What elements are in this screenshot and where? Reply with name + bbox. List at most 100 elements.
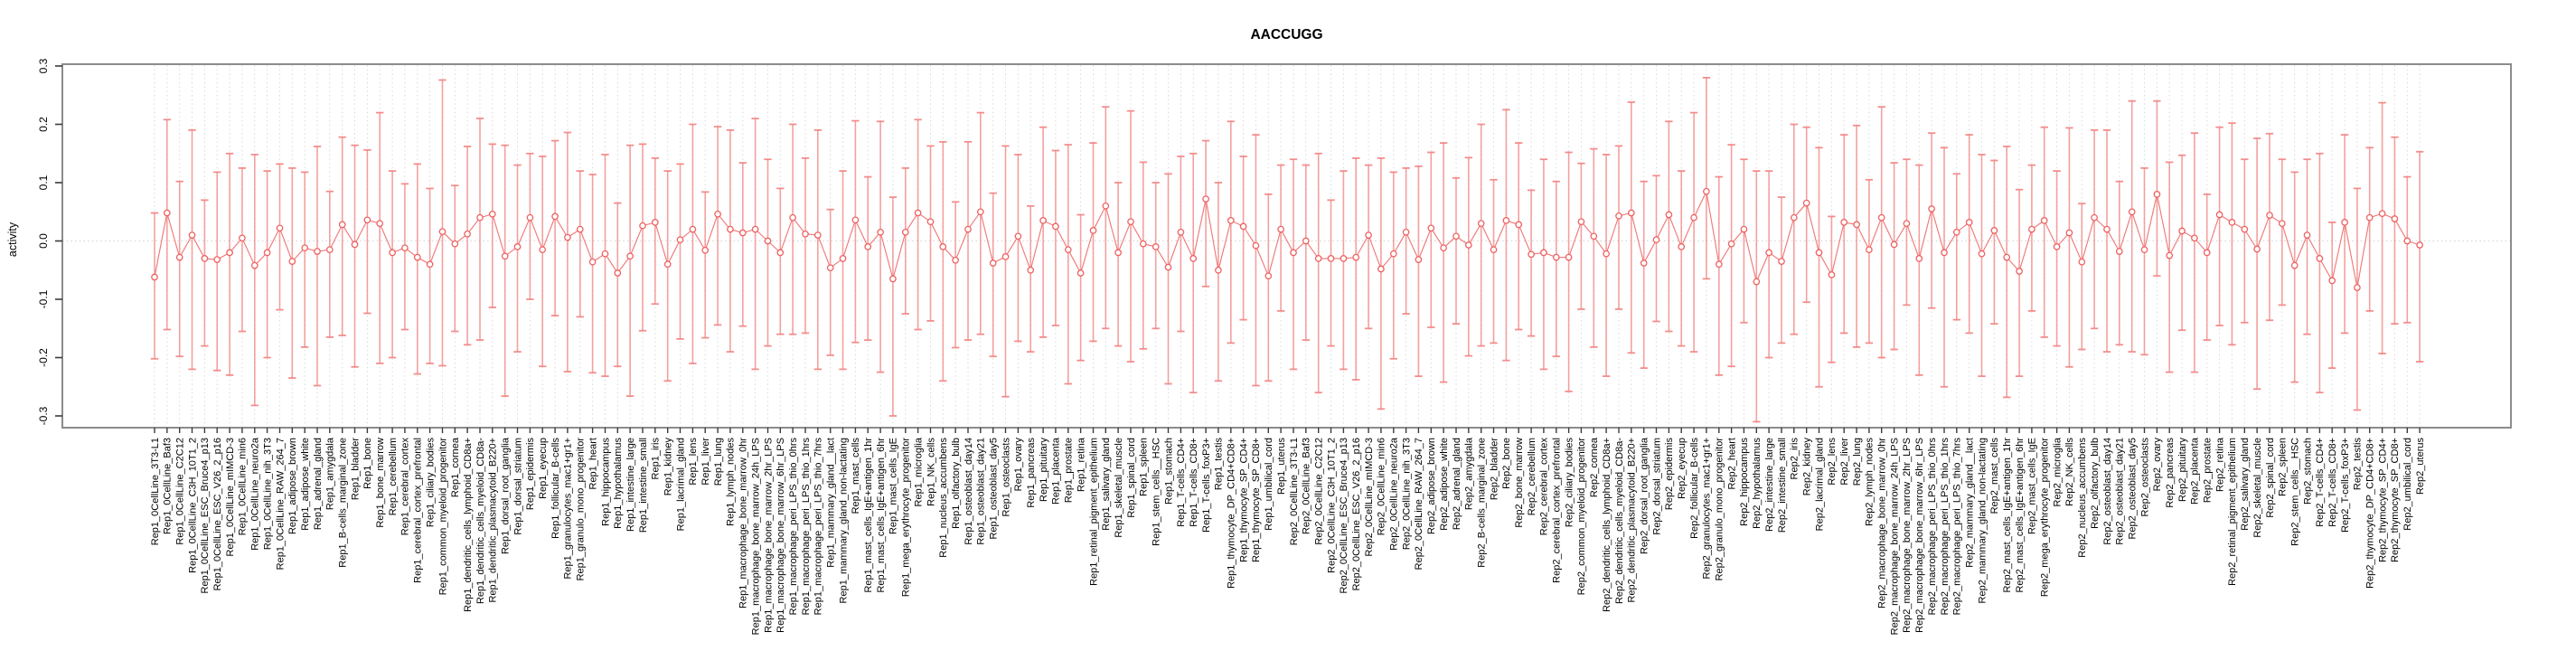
svg-text:Rep2_lung: Rep2_lung: [1852, 438, 1863, 486]
svg-text:Rep1_osteoclasts: Rep1_osteoclasts: [1001, 438, 1011, 517]
svg-text:Rep1_follicular_B-cells: Rep1_follicular_B-cells: [550, 438, 561, 539]
svg-text:Rep1_0CellLine_C2C12: Rep1_0CellLine_C2C12: [175, 438, 186, 545]
svg-text:Rep1_ciliary_bodies: Rep1_ciliary_bodies: [425, 438, 436, 528]
svg-text:Rep2_placenta: Rep2_placenta: [2190, 437, 2201, 505]
svg-text:Rep2_0CellLine_C3H_10T1_2: Rep2_0CellLine_C3H_10T1_2: [1326, 438, 1337, 573]
svg-text:Rep1_retinal_pigment_epitheliu: Rep1_retinal_pigment_epithelium: [1088, 438, 1099, 586]
svg-text:Rep2_lens: Rep2_lens: [1827, 437, 1838, 485]
svg-text:Rep1_0CellLine_3T3-L1: Rep1_0CellLine_3T3-L1: [150, 438, 161, 545]
svg-text:Rep2_T-cells_foxP3+: Rep2_T-cells_foxP3+: [2340, 438, 2351, 533]
svg-text:0.2: 0.2: [37, 117, 50, 132]
svg-text:Rep2_0CellLine_nih_3T3: Rep2_0CellLine_nih_3T3: [1401, 438, 1412, 550]
svg-text:Rep2_salivary_gland: Rep2_salivary_gland: [2240, 438, 2251, 531]
svg-text:Rep2_NK_cells: Rep2_NK_cells: [2064, 438, 2075, 506]
svg-text:Rep2_ovary: Rep2_ovary: [2152, 438, 2163, 492]
svg-text:Rep1_cerebellum: Rep1_cerebellum: [388, 438, 399, 515]
svg-text:Rep2_T-cells_CD8+: Rep2_T-cells_CD8+: [2327, 438, 2338, 527]
svg-text:Rep1_stomach: Rep1_stomach: [1163, 438, 1174, 505]
svg-text:Rep1_pancreas: Rep1_pancreas: [1026, 438, 1037, 508]
svg-text:Rep1_dendritic_cells_lymphoid_: Rep1_dendritic_cells_lymphoid_CD8a+: [463, 438, 474, 612]
svg-text:Rep2_stem_cells__HSC: Rep2_stem_cells__HSC: [2290, 438, 2301, 546]
svg-text:Rep2_heart: Rep2_heart: [1726, 438, 1737, 490]
svg-text:Rep1_dorsal_striatum: Rep1_dorsal_striatum: [512, 438, 523, 535]
svg-text:Rep1_lens: Rep1_lens: [688, 438, 699, 486]
svg-text:Rep2_mammary_gland__lact: Rep2_mammary_gland__lact: [1965, 438, 1976, 568]
svg-text:Rep2_B-cells_marginal_zone: Rep2_B-cells_marginal_zone: [1477, 438, 1488, 568]
svg-text:Rep2_spleen: Rep2_spleen: [2278, 438, 2289, 496]
svg-text:Rep2_uterus: Rep2_uterus: [2415, 438, 2426, 495]
svg-text:Rep2_T-cells_CD4+: Rep2_T-cells_CD4+: [2315, 438, 2326, 527]
svg-text:Rep1_mega_erythrocyte_progenit: Rep1_mega_erythrocyte_progenitor: [901, 438, 912, 597]
svg-text:Rep1_T-cells_CD4+: Rep1_T-cells_CD4+: [1176, 438, 1187, 527]
svg-text:Rep1_mast_cells_IgE+antigen_1h: Rep1_mast_cells_IgE+antigen_1hr: [863, 438, 874, 593]
svg-text:Rep2_adipose_white: Rep2_adipose_white: [1439, 438, 1450, 531]
svg-text:Rep1_umbilical_cord: Rep1_umbilical_cord: [1264, 438, 1274, 531]
svg-text:Rep2_eyecup: Rep2_eyecup: [1677, 438, 1688, 499]
svg-text:Rep1_mammary_gland_non-lactati: Rep1_mammary_gland_non-lactating: [838, 438, 849, 603]
svg-text:Rep2_adrenal_gland: Rep2_adrenal_gland: [1452, 438, 1462, 530]
svg-text:Rep1_stem_cells__HSC: Rep1_stem_cells__HSC: [1152, 438, 1162, 546]
svg-text:Rep2_amygdala: Rep2_amygdala: [1464, 437, 1475, 510]
svg-text:Rep2_bone: Rep2_bone: [1501, 438, 1512, 489]
svg-text:Rep2_dendritic_cells_myeloid_C: Rep2_dendritic_cells_myeloid_CD8a-: [1614, 438, 1625, 604]
svg-text:Rep1_cerebral_cortex: Rep1_cerebral_cortex: [400, 438, 411, 536]
svg-text:Rep1_mast_cells_IgE: Rep1_mast_cells_IgE: [888, 438, 899, 534]
svg-text:Rep2_granulo_mono_progenitor: Rep2_granulo_mono_progenitor: [1715, 438, 1725, 581]
svg-text:Rep2_intestine_large: Rep2_intestine_large: [1764, 438, 1775, 532]
svg-text:Rep2_prostate: Rep2_prostate: [2203, 438, 2214, 503]
svg-text:Rep2_macrophage_bone_marrow_6h: Rep2_macrophage_bone_marrow_6hr_LPS: [1914, 438, 1925, 633]
svg-text:Rep2_testis: Rep2_testis: [2353, 438, 2364, 491]
svg-text:Rep1_0CellLine_mIMCD-3: Rep1_0CellLine_mIMCD-3: [225, 438, 236, 556]
svg-text:Rep1_intestine_small: Rep1_intestine_small: [638, 438, 649, 533]
svg-text:Rep1_skeletal_muscle: Rep1_skeletal_muscle: [1114, 438, 1124, 538]
svg-text:Rep2_0CellLine_neuro2a: Rep2_0CellLine_neuro2a: [1389, 437, 1400, 551]
svg-text:Rep1_mast_cells: Rep1_mast_cells: [851, 438, 861, 514]
svg-text:Rep1_bladder: Rep1_bladder: [350, 438, 361, 500]
svg-text:Rep1_mast_cells_IgE+antigen_6h: Rep1_mast_cells_IgE+antigen_6hr: [876, 438, 887, 593]
svg-text:Rep2_0CellLine_mIMCD-3: Rep2_0CellLine_mIMCD-3: [1364, 438, 1375, 556]
svg-text:Rep2_retinal_pigment_epitheliu: Rep2_retinal_pigment_epithelium: [2227, 438, 2238, 586]
svg-text:Rep1_hypothalamus: Rep1_hypothalamus: [613, 438, 624, 529]
svg-text:Rep2_common_myeloid_progenitor: Rep2_common_myeloid_progenitor: [1576, 438, 1587, 596]
svg-text:Rep2_mast_cells_IgE+antigen_1h: Rep2_mast_cells_IgE+antigen_1hr: [2002, 438, 2013, 593]
svg-text:Rep2_0CellLine_ESC_V26_2_p16: Rep2_0CellLine_ESC_V26_2_p16: [1351, 438, 1362, 590]
svg-text:Rep2_osteoblast_day5: Rep2_osteoblast_day5: [2128, 438, 2139, 540]
svg-text:Rep1_prostate: Rep1_prostate: [1064, 438, 1075, 503]
svg-text:Rep2_microglia: Rep2_microglia: [2052, 437, 2063, 506]
svg-text:Rep1_0CellLine_C3H_10T1_2: Rep1_0CellLine_C3H_10T1_2: [187, 438, 198, 573]
svg-text:Rep2_olfactory_bulb: Rep2_olfactory_bulb: [2090, 438, 2101, 529]
svg-text:Rep1_heart: Rep1_heart: [588, 438, 598, 490]
svg-text:Rep2_macrophage_peri_LPS_thio_: Rep2_macrophage_peri_LPS_thio_1hrs: [1940, 438, 1951, 616]
svg-text:Rep1_adrenal_gland: Rep1_adrenal_gland: [313, 438, 324, 530]
svg-text:Rep2_dendritic_plasmacytoid_B2: Rep2_dendritic_plasmacytoid_B220+: [1627, 438, 1638, 603]
svg-text:Rep1_B-cells_marginal_zone: Rep1_B-cells_marginal_zone: [338, 438, 349, 568]
svg-text:Rep2_cornea: Rep2_cornea: [1589, 437, 1600, 497]
svg-text:Rep2_dorsal_striatum: Rep2_dorsal_striatum: [1651, 438, 1662, 535]
svg-text:Rep1_osteoblast_day5: Rep1_osteoblast_day5: [989, 438, 1000, 540]
svg-text:Rep1_placenta: Rep1_placenta: [1051, 437, 1062, 505]
svg-text:Rep2_mast_cells_IgE: Rep2_mast_cells_IgE: [2027, 438, 2038, 534]
svg-text:Rep1_T-cells_CD8+: Rep1_T-cells_CD8+: [1189, 438, 1199, 527]
svg-text:Rep1_adipose_white: Rep1_adipose_white: [300, 438, 311, 531]
svg-text:Rep1_lacrimal_gland: Rep1_lacrimal_gland: [675, 438, 686, 531]
svg-text:Rep1_liver: Rep1_liver: [700, 438, 711, 486]
svg-text:Rep2_epidermis: Rep2_epidermis: [1664, 438, 1675, 511]
svg-text:Rep2_macrophage_peri_LPS_thio_: Rep2_macrophage_peri_LPS_thio_7hrs: [1952, 438, 1963, 616]
svg-text:Rep1_osteoblast_day21: Rep1_osteoblast_day21: [976, 438, 987, 545]
svg-text:Rep2_stomach: Rep2_stomach: [2302, 438, 2313, 505]
svg-text:Rep2_0CellLine_min6: Rep2_0CellLine_min6: [1377, 438, 1387, 535]
svg-text:Rep1_lymph_nodes: Rep1_lymph_nodes: [726, 438, 737, 526]
svg-text:Rep1_osteoblast_day14: Rep1_osteoblast_day14: [964, 438, 974, 545]
svg-text:Rep1_adipose_brown: Rep1_adipose_brown: [287, 438, 298, 534]
svg-text:Rep2_macrophage_bone_marrow_0h: Rep2_macrophage_bone_marrow_0hr: [1877, 438, 1888, 609]
svg-text:Rep1_0CellLine_min6: Rep1_0CellLine_min6: [238, 438, 249, 535]
svg-text:Rep1_microglia: Rep1_microglia: [913, 437, 924, 506]
svg-text:Rep2_0CellLine_RAW_264_7: Rep2_0CellLine_RAW_264_7: [1414, 438, 1424, 570]
svg-text:Rep1_uterus: Rep1_uterus: [1276, 438, 1287, 495]
svg-text:-0.3: -0.3: [37, 406, 50, 425]
svg-text:Rep1_macrophage_peri_LPS_thio_: Rep1_macrophage_peri_LPS_thio_7hrs: [813, 438, 824, 616]
svg-text:Rep1_thymocyte_SP_CD4+: Rep1_thymocyte_SP_CD4+: [1238, 438, 1249, 562]
svg-text:Rep1_eyecup: Rep1_eyecup: [538, 438, 549, 499]
svg-text:0.3: 0.3: [37, 58, 50, 73]
